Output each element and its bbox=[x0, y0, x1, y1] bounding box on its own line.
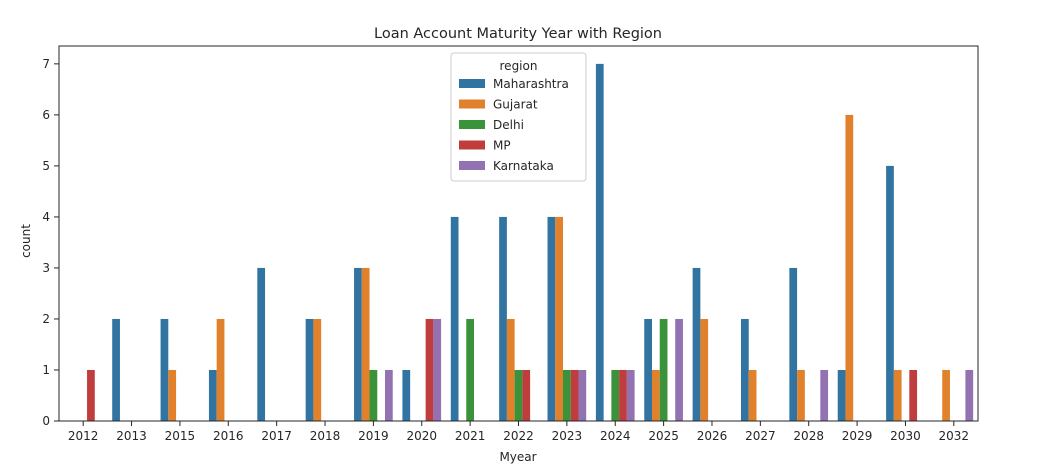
x-tick-label: 2012 bbox=[68, 429, 99, 443]
legend-label-gujarat: Gujarat bbox=[493, 98, 538, 112]
bar-maharashtra-2029 bbox=[837, 369, 846, 421]
x-tick-label: 2018 bbox=[310, 429, 341, 443]
x-tick-label: 2015 bbox=[165, 429, 196, 443]
bar-delhi-2023 bbox=[563, 369, 571, 421]
bar-karnataka-2032 bbox=[965, 369, 974, 421]
bar-maharashtra-2025 bbox=[644, 318, 652, 421]
bar-maharashtra-2015 bbox=[160, 318, 169, 421]
bar-maharashtra-2018 bbox=[305, 318, 314, 421]
x-tick-label: 2016 bbox=[213, 429, 244, 443]
bar-mp-2023 bbox=[570, 369, 579, 421]
bar-gujarat-2030 bbox=[893, 369, 902, 421]
bar-delhi-2021 bbox=[466, 318, 474, 421]
x-tick-label: 2028 bbox=[793, 429, 824, 443]
x-tick-label: 2025 bbox=[648, 429, 679, 443]
bar-maharashtra-2027 bbox=[740, 318, 749, 421]
bar-karnataka-2024 bbox=[626, 369, 635, 421]
legend-swatch-gujarat bbox=[459, 99, 485, 109]
bar-delhi-2025 bbox=[659, 318, 668, 421]
x-tick-label: 2027 bbox=[745, 429, 776, 443]
x-tick-label: 2019 bbox=[358, 429, 389, 443]
bar-gujarat-2016 bbox=[216, 318, 225, 421]
bar-gujarat-2023 bbox=[555, 216, 563, 421]
bar-maharashtra-2013 bbox=[112, 318, 120, 421]
bar-gujarat-2027 bbox=[748, 369, 757, 421]
y-axis: 0 1 2 3 4 5 6 7 bbox=[42, 57, 59, 428]
bar-delhi-2022 bbox=[514, 369, 523, 421]
legend-label-maharashtra: Maharashtra bbox=[493, 77, 569, 91]
bar-maharashtra-2028 bbox=[789, 267, 798, 421]
bar-maharashtra-2030 bbox=[886, 165, 894, 421]
bar-gujarat-2019 bbox=[361, 267, 370, 421]
y-tick-label: 0 bbox=[42, 414, 50, 428]
bar-gujarat-2018 bbox=[313, 318, 322, 421]
bar-karnataka-2023 bbox=[578, 369, 587, 421]
y-axis-title: count bbox=[19, 224, 33, 258]
legend-swatch-karnataka bbox=[459, 161, 485, 170]
chart-title: Loan Account Maturity Year with Region bbox=[374, 26, 662, 42]
legend-swatch-delhi bbox=[459, 120, 485, 129]
bar-gujarat-2026 bbox=[700, 318, 709, 421]
bar-maharashtra-2024 bbox=[595, 63, 604, 422]
bar-maharashtra-2023 bbox=[547, 216, 556, 421]
legend-label-karnataka: Karnataka bbox=[493, 159, 554, 173]
legend-title: region bbox=[500, 59, 538, 73]
bar-maharashtra-2016 bbox=[208, 369, 217, 421]
bar-gujarat-2032 bbox=[942, 369, 950, 421]
y-tick-label: 3 bbox=[42, 261, 50, 275]
y-tick-label: 7 bbox=[42, 57, 50, 71]
bar-karnataka-2020 bbox=[433, 318, 442, 421]
bar-gujarat-2029 bbox=[845, 114, 854, 421]
x-tick-label: 2021 bbox=[455, 429, 486, 443]
bar-maharashtra-2021 bbox=[450, 216, 459, 421]
x-tick-label: 2022 bbox=[503, 429, 534, 443]
x-tick-label: 2032 bbox=[939, 429, 970, 443]
y-tick-label: 4 bbox=[42, 210, 50, 224]
legend-swatch-mp bbox=[459, 140, 485, 150]
bar-gujarat-2025 bbox=[652, 369, 660, 421]
legend: region Maharashtra Gujarat Delhi MP Karnatak… bbox=[450, 52, 587, 182]
plot-frame bbox=[58, 45, 979, 422]
y-tick-label: 6 bbox=[42, 108, 50, 122]
bar-karnataka-2025 bbox=[675, 318, 683, 421]
bar-maharashtra-2026 bbox=[692, 267, 701, 421]
bar-mp-2012 bbox=[87, 369, 95, 421]
legend-label-delhi: Delhi bbox=[493, 118, 524, 132]
bar-gujarat-2022 bbox=[506, 318, 515, 421]
y-tick-label: 1 bbox=[42, 363, 50, 377]
y-tick-label: 5 bbox=[42, 159, 50, 173]
legend-swatch-maharashtra bbox=[459, 79, 485, 88]
legend-label-mp: MP bbox=[493, 139, 511, 153]
x-tick-label: 2024 bbox=[600, 429, 631, 443]
bar-karnataka-2028 bbox=[820, 369, 829, 421]
bar-delhi-2024 bbox=[611, 369, 620, 421]
x-tick-label: 2026 bbox=[697, 429, 728, 443]
bars-group bbox=[87, 63, 974, 422]
bar-maharashtra-2022 bbox=[499, 216, 507, 421]
x-axis: 2012 2013 2015 2016 2017 2018 2019 2020 2021 2022… bbox=[68, 421, 969, 443]
x-axis-title: Myear bbox=[499, 450, 536, 464]
bar-mp-2024 bbox=[619, 369, 627, 421]
bar-gujarat-2028 bbox=[797, 369, 805, 421]
bar-karnataka-2019 bbox=[385, 369, 393, 421]
bar-delhi-2019 bbox=[369, 369, 378, 421]
bar-gujarat-2015 bbox=[168, 369, 177, 421]
x-tick-label: 2020 bbox=[406, 429, 437, 443]
x-tick-label: 2030 bbox=[890, 429, 921, 443]
bar-maharashtra-2017 bbox=[257, 267, 266, 421]
x-tick-label: 2017 bbox=[261, 429, 292, 443]
x-tick-label: 2013 bbox=[116, 429, 147, 443]
x-tick-label: 2029 bbox=[842, 429, 873, 443]
y-tick-label: 2 bbox=[42, 312, 50, 326]
bar-maharashtra-2019 bbox=[354, 267, 362, 421]
bar-maharashtra-2020 bbox=[402, 369, 411, 421]
bar-mp-2020 bbox=[425, 318, 434, 421]
bar-mp-2030 bbox=[909, 369, 918, 421]
bar-mp-2022 bbox=[522, 369, 531, 421]
x-tick-label: 2023 bbox=[552, 429, 583, 443]
